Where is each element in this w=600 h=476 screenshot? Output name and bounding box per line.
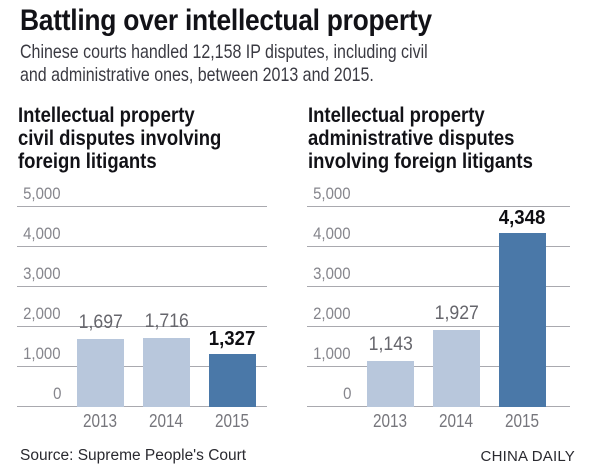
bar-value-label: 1,716 [125,311,208,333]
y-axis-tick-text: 3,000 [313,264,351,283]
y-axis-tick-label: 4,000 [307,224,351,244]
gridline [17,285,267,287]
y-axis-tick-label: 5,000 [307,184,351,204]
bar-value-text: 1,327 [209,328,256,350]
x-axis-label-text: 2015 [505,411,540,431]
bar-value-label: 1,697 [59,312,142,334]
page-title-text: Battling over intellectual property [20,4,432,37]
x-axis-label-text: 2013 [83,411,118,431]
bar-2015 [499,233,546,407]
x-axis-label: 2013 [65,411,136,432]
x-axis-label: 2014 [131,411,202,432]
x-axis-label-text: 2013 [373,411,408,431]
x-axis-label: 2015 [197,411,268,432]
bar-2014 [143,338,190,407]
y-axis-tick-label: 0 [307,384,351,404]
bar-value-text: 1,927 [434,303,479,324]
y-axis-tick-label: 1,000 [17,344,61,364]
x-axis-label: 2014 [421,411,492,432]
y-axis-tick-text: 2,000 [23,304,61,323]
y-axis-tick-text: 5,000 [313,184,351,203]
chart-civil-disputes: Intellectual property civil disputes invo… [17,104,267,444]
chart-administrative-disputes: Intellectual property administrative disp… [307,104,570,444]
chart-title-line: civil disputes involving [18,127,249,150]
gridline [307,285,570,287]
y-axis-tick-label: 3,000 [17,264,61,284]
chart-title-line: Intellectual property [18,104,249,127]
y-axis-tick-text: 1,000 [313,344,351,363]
bar-2014 [433,330,480,407]
y-axis-tick-label: 0 [17,384,61,404]
chart-title-text: civil disputes involving [18,127,222,150]
chart-title-text: administrative disputes [308,127,515,150]
y-axis-tick-label: 5,000 [17,184,61,204]
bar-value-label: 1,143 [349,334,432,356]
gridline [307,205,570,207]
y-axis-tick-text: 2,000 [313,304,351,323]
x-axis-label-text: 2014 [439,411,474,431]
gridline [307,245,570,247]
subtitle-line: Chinese courts handled 12,158 IP dispute… [20,41,517,64]
y-axis-tick-label: 2,000 [17,304,61,324]
chart-title-line: involving foreign litigants [308,150,564,173]
y-axis-tick-text: 5,000 [23,184,61,203]
subtitle-line: and administrative ones, between 2013 an… [20,64,517,87]
chart-title-line: foreign litigants [18,150,249,173]
x-axis-label-text: 2015 [215,411,250,431]
x-axis-label: 2013 [355,411,426,432]
gridline [17,405,267,407]
gridline [17,205,267,207]
source-note: Source: Supreme People's Court [20,447,247,464]
bar-value-text: 4,348 [499,207,546,229]
bar-value-label: 1,327 [191,328,274,351]
bar-value-label: 1,927 [415,303,498,325]
bar-2013 [367,361,414,407]
gridline [307,325,570,327]
subtitle-line-text: and administrative ones, between 2013 an… [20,64,374,86]
y-axis-tick-label: 2,000 [307,304,351,324]
chart-title: Intellectual property civil disputes invo… [18,104,249,173]
x-axis-label-text: 2014 [149,411,184,431]
bar-value-text: 1,716 [144,311,189,332]
bar-value-text: 1,697 [78,312,123,333]
chart-title-text: Intellectual property [18,104,195,127]
y-axis-tick-text: 4,000 [23,224,61,243]
y-axis-tick-label: 4,000 [17,224,61,244]
y-axis-tick-text: 0 [342,384,351,403]
chart-plot: 0 1,000 2,000 3,000 4,000 5,000 1,697 1,716 1,32… [17,184,267,407]
page-subtitle: Chinese courts handled 12,158 IP dispute… [20,41,517,87]
chart-title: Intellectual property administrative disp… [308,104,564,173]
y-axis-tick-label: 3,000 [307,264,351,284]
gridline [17,365,267,367]
bar-2013 [77,339,124,407]
chart-title-line: administrative disputes [308,127,564,150]
chart-plot: 0 1,000 2,000 3,000 4,000 5,000 1,143 1,927 4,34… [307,184,570,407]
x-axis: 2013 2014 2015 [307,411,570,433]
chart-title-text: Intellectual property [308,104,485,127]
x-axis: 2013 2014 2015 [17,411,267,433]
gridline [17,245,267,247]
y-axis-tick-text: 0 [52,384,61,403]
subtitle-line-text: Chinese courts handled 12,158 IP dispute… [20,41,428,63]
y-axis-tick-text: 1,000 [23,344,61,363]
publisher-credit: CHINA DAILY [480,448,575,465]
chart-title-text: involving foreign litigants [308,150,533,173]
y-axis-tick-text: 3,000 [23,264,61,283]
bar-2015 [209,354,256,407]
chart-title-text: foreign litigants [18,150,157,173]
bar-value-text: 1,143 [368,334,413,355]
gridline [17,325,267,327]
y-axis-tick-text: 4,000 [313,224,351,243]
y-axis-tick-label: 1,000 [307,344,351,364]
chart-title-line: Intellectual property [308,104,564,127]
x-axis-label: 2015 [487,411,558,432]
page-title: Battling over intellectual property [20,5,488,37]
bar-value-label: 4,348 [481,207,564,230]
